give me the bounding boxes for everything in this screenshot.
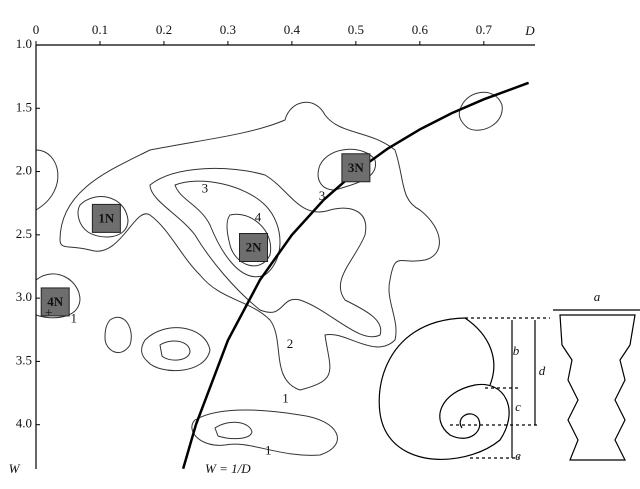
point-label: 2N (246, 239, 263, 254)
y-axis-label: W (9, 461, 21, 476)
diagram-label: c (515, 399, 521, 414)
contour (105, 317, 131, 352)
shell-outline (465, 318, 494, 385)
x-tick-label: 0.3 (220, 22, 236, 37)
figure: D W W = 1/D a b c d e 0 0.1 0.2 0.3 0.4 0.5 0.… (0, 0, 640, 489)
shell-diagram (379, 310, 640, 460)
diagram-label: b (513, 343, 520, 358)
y-tick-label: 4.0 (16, 416, 32, 431)
y-tick-label: 3.0 (16, 289, 32, 304)
x-tick-label: 0.4 (284, 22, 301, 37)
contour-label: 1 (265, 442, 272, 457)
contour (36, 150, 58, 210)
contour (459, 92, 502, 130)
x-tick-label: 0.1 (92, 22, 108, 37)
contour (142, 328, 210, 371)
contour (160, 341, 190, 360)
x-tick-label: 0.7 (476, 22, 493, 37)
y-tick-label: 2.0 (16, 163, 32, 178)
x-tick-label: 0.5 (348, 22, 364, 37)
x-tick-label: 0 (33, 22, 40, 37)
contour-label: 3 (202, 180, 209, 195)
curve-label: W = 1/D (205, 461, 251, 476)
diagram-label: a (594, 289, 601, 304)
contour-label: 4 (255, 209, 262, 224)
shell-outline (379, 318, 509, 459)
y-tick-label: 1.5 (16, 99, 32, 114)
contour-label: 1 (70, 311, 77, 326)
y-tick-label: 3.5 (16, 352, 32, 367)
x-tick-label: 0.6 (412, 22, 429, 37)
point-label: 1N (98, 210, 115, 225)
cross-section (560, 315, 635, 460)
contour (215, 422, 252, 438)
point-label: 3N (348, 160, 365, 175)
marker: + (45, 304, 52, 319)
contour-label: 3 (319, 188, 326, 203)
y-tick-label: 1.0 (16, 36, 32, 51)
y-tick-label: 2.5 (16, 226, 32, 241)
contour-label: 2 (287, 336, 294, 351)
x-tick-label: 0.2 (156, 22, 172, 37)
x-axis-label: D (524, 23, 535, 38)
diagram-label: e (515, 448, 521, 463)
curve (183, 83, 528, 469)
contours (36, 92, 502, 455)
contour-label: 1 (282, 390, 289, 405)
diagram-label: d (539, 363, 546, 378)
